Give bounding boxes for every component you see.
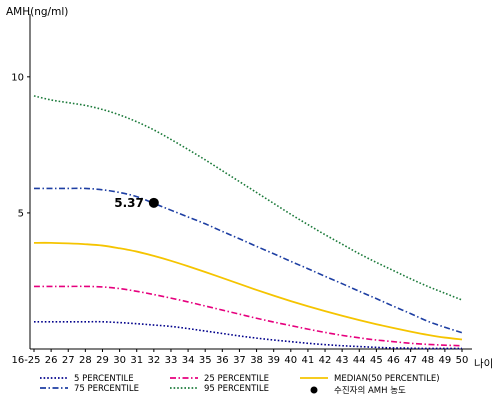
x-tick-label: 26 (45, 355, 58, 366)
x-tick-label: 39 (267, 355, 280, 366)
x-tick-label: 41 (302, 355, 315, 366)
legend-label: 25 PERCENTILE (204, 374, 269, 384)
x-tick-label: 30 (113, 355, 126, 366)
x-axis-title: 나이 (474, 358, 493, 370)
x-tick-label: 29 (96, 355, 109, 366)
x-tick-label: 31 (130, 355, 143, 366)
x-tick-label: 44 (353, 355, 366, 366)
patient-marker: 5.37 (114, 196, 159, 210)
legend-label: MEDIAN(50 PERCENTILE) (334, 374, 440, 384)
x-tick-label: 40 (284, 355, 297, 366)
series-line-median-50-percentile- (33, 241, 463, 341)
x-tick-label: 32 (147, 355, 160, 366)
legend-label: 5 PERCENTILE (74, 374, 134, 384)
y-axis-title: AMH(ng/ml) (6, 6, 68, 18)
x-tick-label: 33 (165, 355, 178, 366)
x-tick-label: 16-25 (11, 355, 40, 366)
legend-label: 수진자의 AMH 농도 (334, 385, 406, 396)
series-line-25-percentile (34, 285, 463, 347)
x-tick-label: 45 (370, 355, 383, 366)
x-tick-label: 27 (62, 355, 75, 366)
series-lines (33, 95, 463, 350)
x-tick-label: 34 (182, 355, 195, 366)
y-tick-label: 5 (18, 208, 24, 219)
series-line-5-percentile (34, 320, 462, 350)
legend: 5 PERCENTILE 25 PERCENTILE MEDIAN(50 PERCE… (40, 374, 440, 396)
patient-point (148, 197, 159, 208)
y-tick-label: 10 (11, 72, 24, 83)
x-tick-label: 28 (79, 355, 92, 366)
legend-label: 95 PERCENTILE (204, 384, 269, 394)
y-tick-labels: 5 10 (11, 72, 30, 219)
x-tick-label: 43 (336, 355, 349, 366)
x-tick-labels: 16-25 26 27 28 29 30 31 32 33 34 35 36 37 38 39 40 41 42 4… (11, 349, 468, 366)
x-tick-label: 47 (404, 355, 417, 366)
x-tick-label: 35 (199, 355, 212, 366)
x-tick-label: 36 (216, 355, 229, 366)
x-tick-label: 48 (421, 355, 434, 366)
x-tick-label: 49 (439, 355, 452, 366)
x-tick-label: 37 (233, 355, 246, 366)
legend-label: 75 PERCENTILE (74, 384, 139, 394)
series-line-75-percentile (34, 187, 463, 334)
legend-marker-dot (310, 386, 318, 394)
x-tick-label: 42 (319, 355, 332, 366)
series-line-95-percentile (33, 95, 463, 301)
x-tick-label: 46 (387, 355, 400, 366)
patient-point-label: 5.37 (114, 196, 144, 210)
x-tick-label: 50 (456, 355, 469, 366)
axes (29, 14, 472, 350)
x-tick-label: 38 (250, 355, 263, 366)
